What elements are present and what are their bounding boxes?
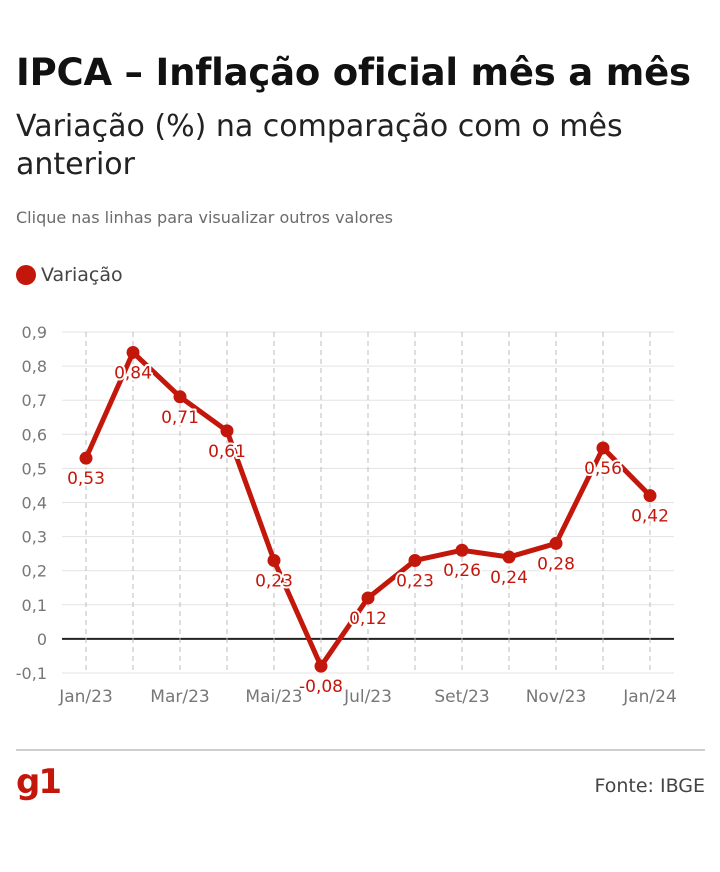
y-tick-label: 0,4 <box>22 494 47 513</box>
x-tick-label: Set/23 <box>434 687 489 707</box>
data-label: -0,08 <box>299 677 343 697</box>
data-point <box>455 543 469 557</box>
chart-title: IPCA – Inflação oficial mês a mês <box>16 51 691 94</box>
data-label-halo: 0,28 <box>537 554 575 574</box>
data-point <box>502 550 516 564</box>
data-label: 0,12 <box>349 609 387 629</box>
data-point <box>361 591 375 605</box>
data-label-halo: 0,12 <box>349 609 387 629</box>
line-chart[interactable]: -0,1 0 0,1 0,2 0,3 0,4 0,5 0,6 0,7 0,8 0,9 Jan/23 Ma… <box>0 318 720 718</box>
data-point <box>79 451 93 465</box>
data-point <box>173 390 187 404</box>
data-label: 0,71 <box>161 408 199 428</box>
data-point <box>220 424 234 438</box>
x-tick-label: Jan/24 <box>622 687 677 707</box>
chart-subtitle: Variação (%) na comparação com o mês ant… <box>16 109 623 182</box>
x-tick-label: Jan/23 <box>58 687 113 707</box>
data-label-halo: 0,71 <box>161 408 199 428</box>
y-tick-label: 0,5 <box>22 459 47 478</box>
data-point <box>314 659 328 673</box>
y-tick-label: 0,1 <box>22 596 47 615</box>
data-label-halo: 0,23 <box>255 571 293 591</box>
data-label: 0,24 <box>490 568 528 588</box>
data-label: 0,53 <box>67 469 105 489</box>
data-point <box>643 489 657 503</box>
data-label: 0,28 <box>537 554 575 574</box>
data-label: 0,61 <box>208 442 246 462</box>
footer-divider <box>16 749 705 751</box>
legend-label: Variação <box>41 264 123 286</box>
data-point <box>126 345 140 359</box>
y-tick-label: 0,8 <box>22 357 47 376</box>
x-tick-label: Mar/23 <box>150 687 209 707</box>
x-tick-label: Jul/23 <box>343 687 392 707</box>
interaction-hint: Clique nas linhas para visualizar outros… <box>16 208 393 227</box>
y-tick-label: 0 <box>37 630 47 649</box>
y-tick-label: 0,2 <box>22 562 47 581</box>
data-label-halo: 0,61 <box>208 442 246 462</box>
data-label: 0,23 <box>396 571 434 591</box>
data-label-halo: 0,24 <box>490 568 528 588</box>
data-label-halo: -0,08 <box>299 677 343 697</box>
data-label-halo: 0,56 <box>584 459 622 479</box>
data-label-halo: 0,26 <box>443 561 481 581</box>
source-credit: Fonte: IBGE <box>594 775 705 797</box>
y-tick-label: 0,7 <box>22 391 47 410</box>
data-point <box>596 441 610 455</box>
data-label: 0,42 <box>631 507 669 527</box>
data-point <box>408 553 422 567</box>
data-label: 0,84 <box>114 363 152 383</box>
data-point <box>549 536 563 550</box>
data-label: 0,26 <box>443 561 481 581</box>
data-point <box>267 553 281 567</box>
data-label: 0,56 <box>584 459 622 479</box>
data-label-halo: 0,42 <box>631 507 669 527</box>
grid <box>62 331 674 674</box>
legend[interactable]: Variação <box>16 264 123 286</box>
legend-marker-icon <box>16 265 36 285</box>
g1-logo: g1 <box>16 762 62 802</box>
data-label-halo: 0,84 <box>114 363 152 383</box>
x-tick-label: Mai/23 <box>245 687 302 707</box>
data-label-halo: 0,23 <box>396 571 434 591</box>
y-tick-label: -0,1 <box>16 664 47 683</box>
data-label-halo: 0,53 <box>67 469 105 489</box>
y-tick-label: 0,6 <box>22 425 47 444</box>
y-tick-label: 0,3 <box>22 528 47 547</box>
y-tick-label: 0,9 <box>22 323 47 342</box>
x-tick-label: Nov/23 <box>526 687 587 707</box>
data-label: 0,23 <box>255 571 293 591</box>
